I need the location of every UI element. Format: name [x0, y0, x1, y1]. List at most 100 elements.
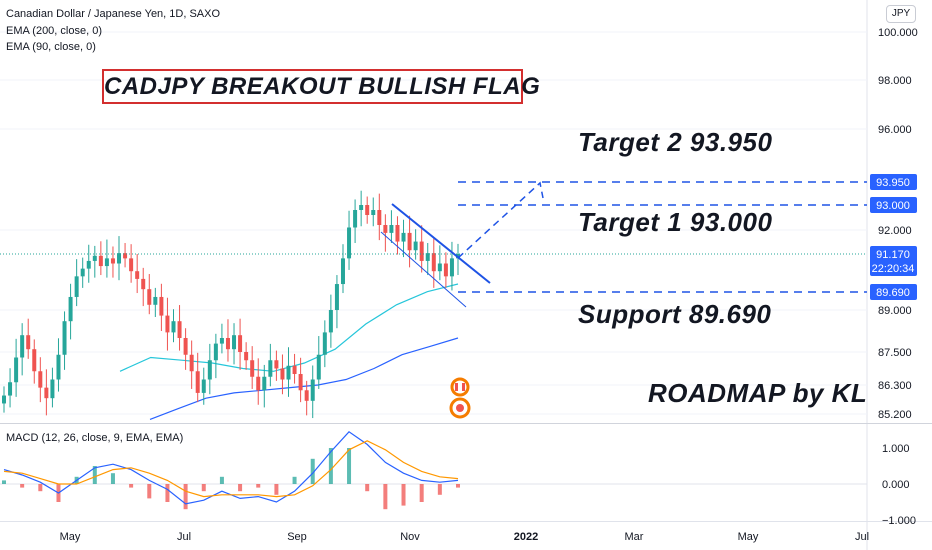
- macd-histogram-bar: [201, 484, 206, 492]
- macd-histogram-bar: [110, 473, 115, 484]
- price-tag-target1: [870, 197, 917, 213]
- flag-upper-line: [391, 203, 491, 284]
- ema200-legend: EMA (200, close, 0): [6, 25, 102, 37]
- price-tick-4: 89.000: [878, 305, 912, 317]
- candle-body: [92, 255, 97, 261]
- price-tick-7: 85.200: [878, 409, 912, 421]
- price-tick-1: 98.000: [878, 75, 912, 87]
- candle-body: [32, 349, 37, 372]
- target1-annotation: Target 1 93.000: [578, 207, 773, 237]
- candle-body: [371, 210, 376, 215]
- macd-histogram-bar: [310, 458, 315, 484]
- candle-body: [177, 321, 182, 338]
- candle-body: [141, 278, 146, 290]
- canada-logo: [449, 377, 471, 419]
- price-tick-2: 96.000: [878, 124, 912, 136]
- time-label-4: 2022: [514, 531, 538, 543]
- candle-body: [129, 258, 134, 272]
- candle-body: [347, 227, 352, 259]
- price-tag-label-target1: 93.000: [876, 200, 910, 212]
- candle-body: [2, 395, 6, 404]
- target2-annotation: Target 2 93.950: [578, 127, 773, 157]
- macd-histogram-bar: [20, 484, 25, 488]
- grid: [0, 31, 867, 415]
- drawings: [380, 181, 867, 308]
- signal-line: [3, 440, 459, 498]
- macd-histogram-bar: [347, 448, 352, 484]
- ema90-legend: EMA (90, close, 0): [6, 41, 96, 53]
- candle-body: [147, 289, 152, 305]
- candle-body: [437, 263, 442, 272]
- candle-body: [443, 263, 448, 277]
- candle-body: [310, 379, 315, 401]
- candle-body: [389, 225, 394, 233]
- macd-histogram-bar: [147, 484, 152, 499]
- macd-histogram-bar: [2, 480, 6, 484]
- macd-pane: [0, 431, 867, 510]
- macd-histogram-bar: [456, 484, 460, 488]
- candle-body: [171, 321, 176, 333]
- candle-body: [340, 258, 345, 285]
- macd-tick-1: 0.000: [882, 479, 910, 491]
- price-tag-label-support: 89.690: [876, 287, 910, 299]
- flag-lower-line: [380, 231, 467, 308]
- candle-body: [286, 365, 291, 380]
- candle-body: [195, 371, 200, 393]
- macd-tick-2: −1.000: [882, 515, 916, 527]
- candle-body: [98, 255, 103, 267]
- candle-body: [74, 276, 79, 297]
- candle-body: [159, 296, 164, 316]
- price-tag-support: [870, 284, 917, 300]
- candle-body: [86, 260, 91, 269]
- candle-body: [316, 354, 321, 380]
- price-tag-countdown: 22:20:34: [872, 263, 915, 275]
- candle-body: [8, 382, 13, 396]
- candle-body: [38, 371, 43, 388]
- candle-body: [44, 387, 49, 399]
- macd-legend: MACD (12, 26, close, 9, EMA, EMA): [6, 432, 184, 444]
- currency-button[interactable]: JPY: [886, 5, 916, 23]
- candle-body: [353, 210, 358, 228]
- candle-body: [365, 205, 370, 215]
- candle-body: [20, 335, 25, 358]
- candle-body: [274, 360, 279, 369]
- candle-body: [232, 335, 237, 350]
- time-label-0: May: [60, 531, 81, 543]
- candle-body: [413, 241, 418, 251]
- candle-body: [80, 268, 85, 277]
- candle-body: [419, 241, 424, 261]
- candle-body: [395, 225, 400, 242]
- macd-histogram-bar: [365, 484, 370, 492]
- time-label-2: Sep: [287, 531, 307, 543]
- candle-body: [62, 321, 67, 355]
- macd-histogram-bar: [401, 484, 406, 506]
- candle-body: [407, 232, 412, 251]
- time-label-6: May: [738, 531, 759, 543]
- candle-body: [280, 368, 285, 380]
- ema200-line: [149, 337, 459, 420]
- candle-body: [207, 360, 212, 380]
- candle-body: [225, 338, 230, 350]
- candle-body: [359, 205, 364, 210]
- macd-histogram-bar: [437, 484, 442, 495]
- candle-body: [250, 360, 255, 377]
- macd-histogram-bar: [383, 484, 388, 510]
- macd-histogram-bar: [165, 484, 170, 502]
- candle-body: [50, 379, 55, 399]
- price-tag-last_price: [870, 246, 917, 276]
- candle-body: [238, 335, 243, 352]
- candle-body: [328, 310, 333, 333]
- candle-body: [244, 352, 249, 361]
- candle-body: [213, 343, 218, 361]
- candle-body: [153, 296, 158, 305]
- candle-body: [262, 376, 267, 391]
- candle-body: [219, 338, 224, 344]
- candle-body: [268, 360, 273, 377]
- macd-histogram-bar: [219, 476, 224, 484]
- macd-histogram-bar: [274, 484, 279, 495]
- candle-body: [201, 379, 206, 393]
- projection-path: [457, 181, 544, 259]
- candle-body: [189, 354, 194, 372]
